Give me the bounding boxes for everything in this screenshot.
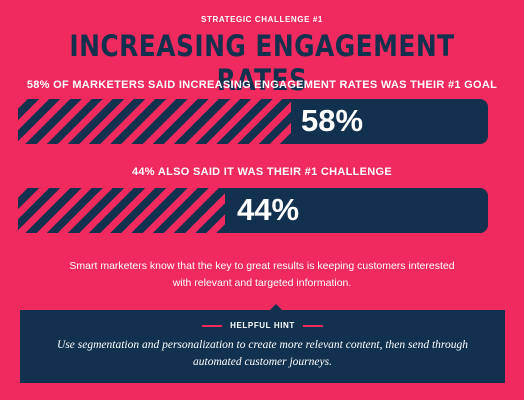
hint-notch	[270, 304, 282, 310]
hint-divider-right	[302, 324, 323, 327]
progress-bar-goal: 58%	[18, 99, 488, 144]
hint-header: HELPFUL HINT	[20, 321, 505, 330]
progress-bar-challenge: 44%	[18, 188, 488, 233]
body-text: Smart marketers know that the key to gre…	[69, 260, 455, 289]
page-title: INCREASING ENGAGEMENT RATES	[69, 29, 455, 97]
hint-title: HELPFUL HINT	[230, 321, 295, 330]
eyebrow-label: STRATEGIC CHALLENGE #1	[201, 15, 323, 24]
progress-bar-challenge-value: 44%	[237, 192, 300, 227]
hint-box: HELPFUL HINT Use segmentation and person…	[20, 304, 505, 383]
stat-label-challenge: 44% ALSO SAID IT WAS THEIR #1 CHALLENGE	[131, 166, 393, 178]
hint-divider-left	[202, 324, 223, 327]
progress-bar-goal-value: 58%	[301, 103, 364, 138]
progress-bar-goal-fill	[18, 99, 291, 144]
stat-label-goal: 58% OF MARKETERS SAID INCREASING ENGAGEM…	[26, 79, 498, 91]
progress-bar-challenge-fill	[18, 188, 225, 233]
hint-text: Use segmentation and personalization to …	[57, 339, 468, 368]
